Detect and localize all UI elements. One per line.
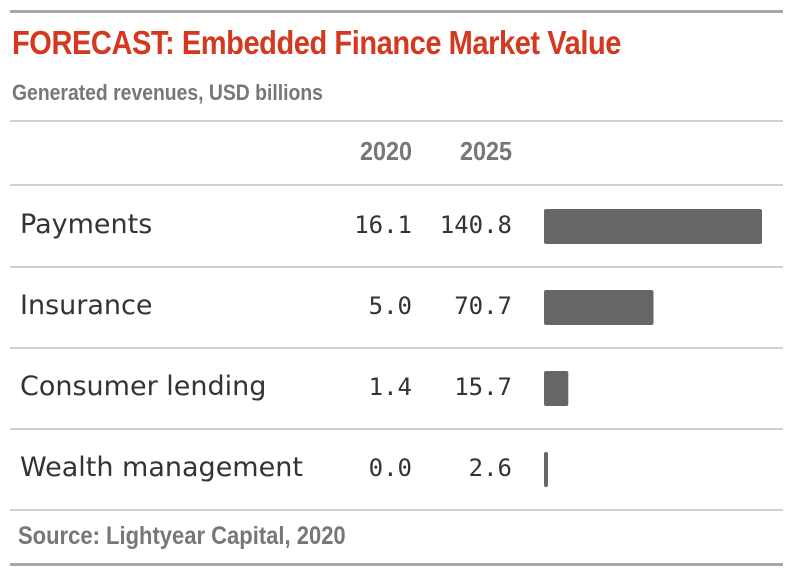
chart-subtitle: Generated revenues, USD billions bbox=[12, 80, 323, 105]
column-header-2020: 2020 bbox=[359, 136, 412, 166]
source-note: Source: Lightyear Capital, 2020 bbox=[18, 522, 346, 550]
row-value-2025: 70.7 bbox=[454, 292, 512, 320]
row-category: Consumer lending bbox=[20, 371, 267, 402]
bar-payments bbox=[544, 209, 762, 244]
chart-title: FORECAST: Embedded Finance Market Value bbox=[12, 24, 621, 61]
top-rule bbox=[10, 10, 783, 13]
table-row: Wealth management 0.0 2.6 bbox=[10, 430, 783, 510]
column-header-rule bbox=[10, 184, 783, 186]
row-value-2025: 2.6 bbox=[468, 454, 512, 482]
footer-rule bbox=[10, 509, 783, 511]
table-row: Insurance 5.0 70.7 bbox=[10, 268, 783, 348]
bar-insurance bbox=[544, 290, 654, 325]
bottom-rule bbox=[10, 563, 783, 566]
row-value-2025: 140.8 bbox=[439, 211, 512, 239]
table-row: Payments 16.1 140.8 bbox=[10, 187, 783, 267]
row-divider bbox=[10, 428, 783, 430]
bar-consumer-lending bbox=[544, 371, 569, 406]
row-divider bbox=[10, 347, 783, 349]
row-value-2020: 5.0 bbox=[368, 292, 412, 320]
row-category: Wealth management bbox=[20, 452, 303, 483]
row-value-2025: 15.7 bbox=[454, 373, 512, 401]
header-rule bbox=[10, 120, 783, 122]
table-row: Consumer lending 1.4 15.7 bbox=[10, 349, 783, 429]
bar-wealth-management bbox=[544, 452, 548, 487]
row-category: Insurance bbox=[20, 290, 153, 321]
row-value-2020: 0.0 bbox=[368, 454, 412, 482]
row-category: Payments bbox=[20, 209, 153, 240]
row-value-2020: 16.1 bbox=[354, 211, 412, 239]
column-header-2025: 2025 bbox=[459, 136, 512, 166]
row-divider bbox=[10, 266, 783, 268]
row-value-2020: 1.4 bbox=[368, 373, 412, 401]
